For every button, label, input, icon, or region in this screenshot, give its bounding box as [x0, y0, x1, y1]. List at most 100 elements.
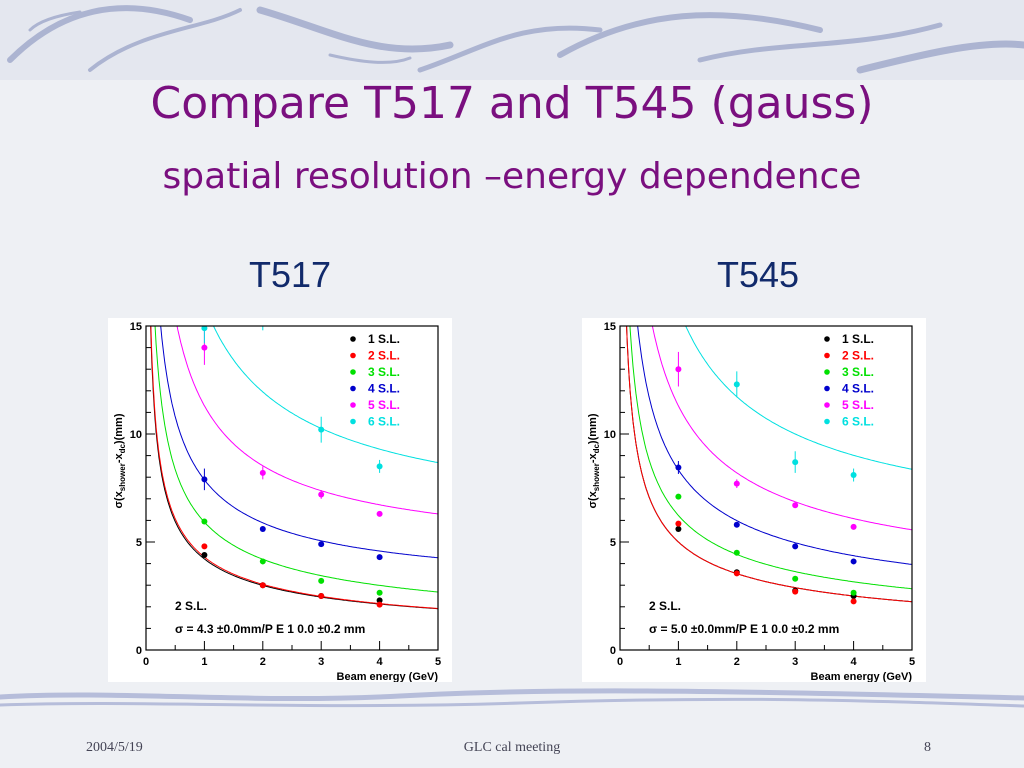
fit-curve-3: [629, 326, 912, 590]
legend-item: 4 S.L.: [842, 382, 874, 396]
data-point: [792, 459, 799, 466]
data-point: [376, 601, 383, 608]
page-number: 8: [924, 740, 931, 755]
x-tick-label: 1: [675, 656, 681, 668]
x-tick-label: 2: [734, 656, 740, 668]
chart-right: 0 1 2 3 4 5 0 5 10 15 Beam energy (GeV) σ(xshower-x…: [582, 318, 926, 682]
fit-curves: [626, 326, 912, 603]
data-point: [733, 570, 740, 577]
legend-item: 5 S.L.: [368, 398, 400, 412]
data-point: [792, 502, 799, 509]
data-point: [259, 469, 266, 476]
data-point: [376, 554, 383, 561]
legend: 1 S.L. 2 S.L. 3 S.L. 4 S.L. 5 S.L. 6 S.L.: [824, 332, 874, 429]
fit-curve-6: [685, 326, 912, 470]
data-point: [733, 480, 740, 487]
fit-annotation: 2 S.L. σ = 4.3 ±0.0mm/P E 1 0.0 ±0.2 mm: [175, 599, 365, 636]
legend-item: 5 S.L.: [842, 398, 874, 412]
data-point: [850, 472, 857, 479]
data-point: [850, 598, 857, 605]
data-point: [260, 318, 266, 323]
x-tick-label: 4: [377, 656, 384, 668]
x-axis-label: Beam energy (GeV): [337, 671, 439, 682]
y-tick-label: 15: [604, 321, 616, 333]
x-tick-label: 3: [318, 656, 324, 668]
slide-title: Compare T517 and T545 (gauss): [150, 78, 874, 129]
x-tick-label: 4: [851, 656, 858, 668]
panel-label-right: T545: [716, 254, 800, 295]
footer-date: 2004/5/19: [86, 740, 143, 755]
data-point: [675, 520, 682, 527]
x-tick-label: 0: [617, 656, 623, 668]
data-point: [733, 521, 740, 528]
x-tick-label: 5: [435, 656, 441, 668]
data-point: [318, 541, 325, 548]
x-tick-label: 1: [201, 656, 207, 668]
data-point: [792, 588, 799, 595]
data-point: [259, 526, 266, 533]
data-point: [675, 464, 682, 471]
legend-marker: [350, 418, 356, 425]
data-point: [201, 543, 208, 550]
y-axis-label: σ(xshower-xdc)(mm): [587, 413, 601, 508]
data-point: [733, 381, 740, 388]
data-point: [201, 326, 208, 332]
legend-marker: [350, 369, 356, 375]
y-tick-label: 5: [136, 537, 142, 549]
data-point: [675, 366, 682, 373]
legend-item: 1 S.L.: [368, 332, 400, 346]
annotation-line: σ = 5.0 ±0.0mm/P E 1 0.0 ±0.2 mm: [649, 622, 839, 636]
data-point: [850, 589, 857, 596]
slide-subtitle: spatial resolution –energy dependence: [162, 156, 862, 197]
data-point: [792, 575, 799, 582]
y-tick-label: 10: [604, 429, 616, 441]
data-point: [318, 491, 325, 498]
legend-marker: [350, 352, 356, 359]
legend-marker: [824, 336, 830, 342]
data-point: [318, 577, 325, 584]
annotation-line: 2 S.L.: [649, 599, 681, 613]
legend-item: 2 S.L.: [842, 349, 874, 363]
y-tick-label: 0: [136, 645, 142, 657]
legend-marker: [350, 402, 356, 408]
data-point: [318, 593, 325, 599]
legend-item: 4 S.L.: [368, 382, 400, 396]
y-tick-label: 0: [610, 645, 616, 657]
legend-item: 1 S.L.: [842, 332, 874, 346]
y-axis-label: σ(xshower-xdc)(mm): [113, 413, 127, 508]
fit-curve-5: [651, 326, 912, 531]
data-point: [850, 523, 857, 530]
x-tick-label: 0: [143, 656, 149, 668]
fit-curve-5: [176, 326, 438, 515]
axes: 0 1 2 3 4 5 0 5 10 15: [130, 321, 441, 668]
x-tick-label: 2: [260, 656, 266, 668]
legend-item: 6 S.L.: [368, 415, 400, 429]
legend-item: 2 S.L.: [368, 349, 400, 363]
fit-curve-4: [160, 326, 438, 559]
legend-marker: [824, 385, 830, 392]
legend-marker: [824, 352, 830, 359]
annotation-line: 2 S.L.: [175, 599, 207, 613]
data-point: [675, 526, 682, 533]
data-point: [675, 493, 682, 500]
data-point: [201, 476, 208, 483]
data-point: [376, 597, 383, 604]
y-tick-label: 10: [130, 429, 142, 441]
legend-marker: [824, 418, 830, 425]
chart-left: 0 1 2 3 4 5 0 5 10 15 Beam energy (GeV) σ(xshower-x…: [108, 318, 452, 682]
data-point: [318, 426, 325, 433]
data-points: [201, 318, 383, 608]
legend-item: 3 S.L.: [842, 365, 874, 379]
fit-curve-2: [626, 326, 912, 603]
axes: 0 1 2 3 4 5 0 5 10 15: [604, 321, 915, 668]
x-tick-label: 5: [909, 656, 915, 668]
fit-curve-2: [150, 326, 438, 609]
legend: 1 S.L. 2 S.L. 3 S.L. 4 S.L. 5 S.L. 6 S.L.: [350, 332, 400, 429]
data-point: [259, 558, 266, 565]
data-points: [675, 351, 857, 605]
fit-curve-3: [154, 326, 438, 593]
data-point: [733, 549, 740, 556]
fit-curve-6: [212, 326, 438, 464]
data-point: [201, 551, 208, 558]
